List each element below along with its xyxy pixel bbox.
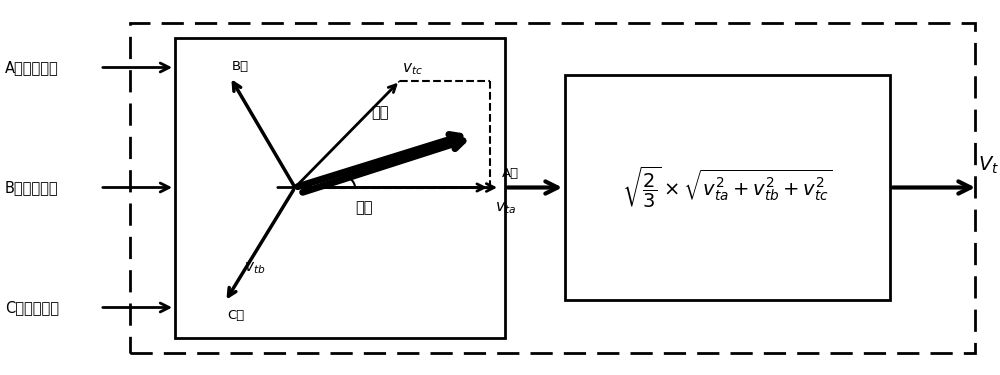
Text: $V_t$: $V_t$	[978, 154, 999, 176]
Text: C轴: C轴	[227, 309, 244, 322]
Text: B轴: B轴	[232, 60, 249, 73]
Text: A轴: A轴	[502, 167, 519, 180]
Text: $v_{tb}$: $v_{tb}$	[244, 261, 266, 276]
Text: C相瞬时电压: C相瞬时电压	[5, 300, 59, 315]
Text: $\sqrt{\dfrac{2}{3}}\times\sqrt{v_{ta}^{2}+v_{tb}^{2}+v_{tc}^{2}}$: $\sqrt{\dfrac{2}{3}}\times\sqrt{v_{ta}^{…	[622, 165, 833, 210]
Text: $v_{tc}$: $v_{tc}$	[402, 61, 423, 77]
Bar	[175, 38, 505, 338]
Text: $v_{ta}$: $v_{ta}$	[495, 201, 516, 216]
Text: A相瞬时电压: A相瞬时电压	[5, 60, 59, 75]
Text: 幅值: 幅值	[371, 105, 389, 120]
Bar	[565, 75, 890, 300]
Text: B相瞬时电压: B相瞬时电压	[5, 180, 59, 195]
Bar	[130, 22, 975, 352]
Text: 相位: 相位	[355, 201, 372, 216]
